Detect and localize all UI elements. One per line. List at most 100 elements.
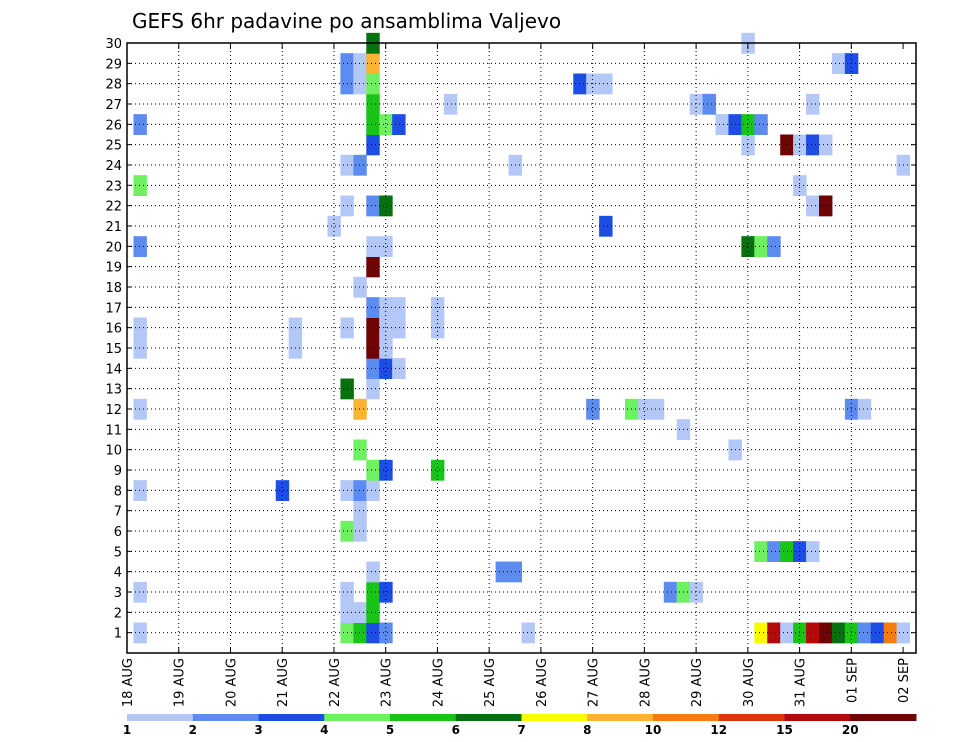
colorbar-swatch	[258, 714, 325, 721]
heatmap-cell	[353, 276, 367, 298]
y-tick-label: 15	[105, 342, 122, 357]
heatmap-cell	[379, 459, 393, 481]
colorbar-swatch	[784, 714, 851, 721]
heatmap-cell	[366, 317, 380, 339]
colorbar-swatch	[324, 714, 391, 721]
heatmap-cell	[366, 297, 380, 318]
heatmap-cell	[133, 337, 147, 359]
heatmap-cell	[831, 622, 846, 644]
x-tick-label: 21 AUG	[276, 658, 291, 707]
y-tick-label: 27	[105, 98, 122, 113]
heatmap-cell	[857, 398, 872, 420]
heatmap-cell	[353, 154, 367, 176]
y-tick-label: 29	[105, 57, 122, 72]
heatmap-cell	[857, 622, 872, 644]
heatmap-cell	[702, 93, 717, 115]
heatmap-cell	[366, 236, 380, 257]
heatmap-cell	[741, 114, 755, 135]
y-tick-label: 5	[114, 545, 122, 560]
y-tick-label: 18	[105, 281, 122, 296]
y-tick-label: 1	[114, 627, 122, 642]
heatmap-cell	[818, 134, 833, 156]
colorbar-label: 6	[452, 723, 460, 737]
heatmap-cell	[133, 236, 147, 257]
heatmap-cell	[379, 195, 393, 217]
y-tick-label: 19	[105, 261, 122, 276]
heatmap-cell	[521, 622, 535, 644]
x-tick-label: 20 AUG	[224, 658, 239, 707]
heatmap-cell	[780, 541, 794, 562]
x-tick-label: 23 AUG	[380, 658, 395, 707]
y-tick-label: 22	[105, 200, 122, 215]
grid-layer	[127, 43, 916, 653]
heatmap-cell	[366, 256, 380, 278]
y-tick-label: 30	[105, 37, 122, 52]
heatmap-cell	[780, 134, 794, 156]
heatmap-cell	[353, 500, 367, 522]
x-tick-label: 28 AUG	[638, 658, 653, 707]
heatmap-cell	[443, 93, 458, 115]
heatmap-cell	[663, 581, 678, 603]
y-tick-label: 12	[105, 403, 122, 418]
x-tick-label: 24 AUG	[431, 658, 446, 707]
y-tick-label: 2	[114, 606, 122, 621]
colorbar-label: 10	[645, 723, 662, 737]
heatmap-cell	[133, 317, 147, 339]
heatmap-cell	[133, 581, 147, 603]
colorbar-label: 15	[776, 723, 793, 737]
heatmap-cell	[831, 53, 846, 74]
y-tick-label: 26	[105, 118, 122, 133]
heatmap-cell	[353, 480, 367, 501]
heatmap-cell	[806, 195, 820, 217]
heatmap-cell	[599, 73, 613, 95]
heatmap-cell	[353, 73, 367, 95]
colorbar-label: 8	[583, 723, 591, 737]
heatmap-cell	[806, 134, 820, 156]
heatmap-cell	[366, 561, 380, 583]
y-tick-label: 20	[105, 240, 122, 255]
x-tick-label: 02 SEP	[897, 658, 912, 703]
colorbar-swatch	[455, 714, 522, 721]
heatmap-cell	[366, 602, 380, 623]
heatmap-cell	[767, 541, 781, 562]
heatmap-cell	[366, 581, 380, 603]
x-tick-label: 29 AUG	[690, 658, 705, 707]
heatmap-cell	[133, 622, 147, 644]
heatmap-cell	[366, 358, 380, 379]
heatmap-cell	[818, 622, 833, 644]
heatmap-cell	[870, 622, 885, 644]
colorbar-label: 4	[320, 723, 328, 737]
heatmap-cell	[379, 358, 393, 379]
heatmap-cell	[366, 93, 380, 115]
colorbar-label: 20	[842, 723, 859, 737]
heatmap-cell	[767, 236, 781, 257]
heatmap-cell	[133, 114, 147, 135]
colorbar-label: 1	[123, 723, 131, 737]
y-tick-label: 16	[105, 322, 122, 337]
heatmap-cell	[327, 215, 341, 237]
heatmap-cell	[495, 561, 510, 583]
colorbar-label: 12	[710, 723, 727, 737]
y-tick-label: 7	[114, 505, 122, 520]
y-tick-label: 9	[114, 464, 122, 479]
heatmap-cell	[715, 114, 729, 135]
x-tick-label: 25 AUG	[483, 658, 498, 707]
colorbar-label: 5	[386, 723, 394, 737]
colorbar-swatch	[587, 714, 654, 721]
heatmap-cell	[366, 134, 380, 156]
heatmap-cell	[353, 622, 367, 644]
colorbar-swatch	[850, 714, 917, 721]
heatmap-cell	[637, 398, 652, 420]
heatmap-cell	[806, 622, 820, 644]
heatmap-cell	[366, 622, 380, 644]
colorbar-swatch	[127, 714, 194, 721]
heatmap-cell	[806, 93, 820, 115]
heatmap-cell	[754, 114, 768, 135]
heatmap-cell	[366, 114, 380, 135]
x-tick-label: 19 AUG	[173, 658, 188, 707]
heatmap-cell	[780, 622, 794, 644]
heatmap-cell	[353, 602, 367, 623]
x-tick-label: 31 AUG	[794, 658, 809, 707]
heatmap-cell	[392, 317, 406, 339]
